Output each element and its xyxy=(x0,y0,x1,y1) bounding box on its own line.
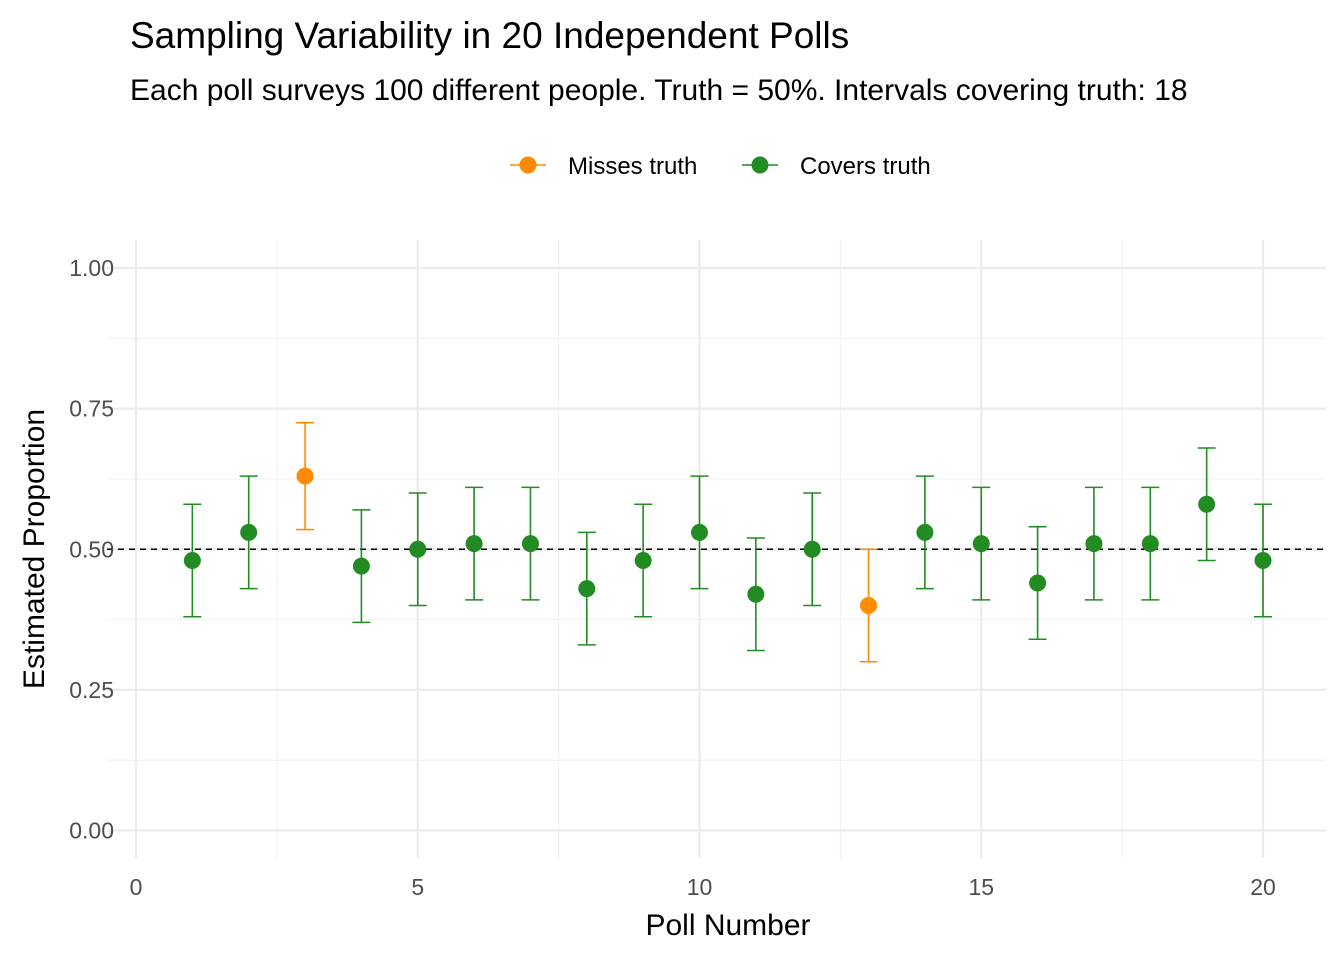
y-tick-label: 0.00 xyxy=(69,818,114,844)
chart-title: Sampling Variability in 20 Independent P… xyxy=(130,15,849,56)
legend-item: Covers truth xyxy=(742,153,931,180)
x-tick-label: 10 xyxy=(687,874,713,900)
x-axis-title: Poll Number xyxy=(645,909,810,942)
data-point xyxy=(240,523,258,541)
x-tick-label: 0 xyxy=(130,874,143,900)
data-point xyxy=(1085,535,1103,553)
legend-label: Misses truth xyxy=(568,153,697,180)
data-point xyxy=(183,552,201,569)
data-point xyxy=(352,557,370,575)
data-point xyxy=(803,540,821,558)
chart-subtitle: Each poll surveys 100 different people. … xyxy=(130,74,1188,107)
data-point xyxy=(1254,552,1272,569)
x-tick-label: 20 xyxy=(1250,874,1276,900)
x-tick-label: 5 xyxy=(411,874,424,900)
y-axis-title: Estimated Proportion xyxy=(18,409,51,689)
y-tick-label: 1.00 xyxy=(69,255,114,281)
data-point xyxy=(634,552,652,569)
data-point xyxy=(465,535,483,553)
data-point xyxy=(691,523,708,541)
y-tick-labels: 0.00 0.25 0.50 0.75 1.00 xyxy=(69,255,114,844)
data-point xyxy=(1029,574,1047,592)
data-point xyxy=(747,585,765,603)
legend-key-marker xyxy=(751,156,769,174)
error-bars xyxy=(183,421,1272,663)
y-tick-label: 0.25 xyxy=(69,677,114,703)
y-tick-label: 0.50 xyxy=(69,536,114,562)
data-point xyxy=(578,580,596,598)
data-point xyxy=(296,467,314,485)
data-points xyxy=(183,467,1272,614)
legend-key-marker xyxy=(519,156,537,174)
legend-label: Covers truth xyxy=(800,153,931,180)
data-point xyxy=(409,540,427,558)
data-point xyxy=(1198,495,1216,513)
x-tick-label: 15 xyxy=(968,874,994,900)
data-point xyxy=(1141,535,1159,553)
x-tick-labels: 0 5 10 15 20 xyxy=(130,874,1276,900)
legend-item: Misses truth xyxy=(510,153,697,180)
data-point xyxy=(916,523,934,541)
data-point xyxy=(860,597,878,614)
legend: Misses truth Covers truth xyxy=(510,153,931,180)
data-point xyxy=(521,535,539,553)
y-tick-label: 0.75 xyxy=(69,396,114,422)
data-point xyxy=(972,535,990,553)
